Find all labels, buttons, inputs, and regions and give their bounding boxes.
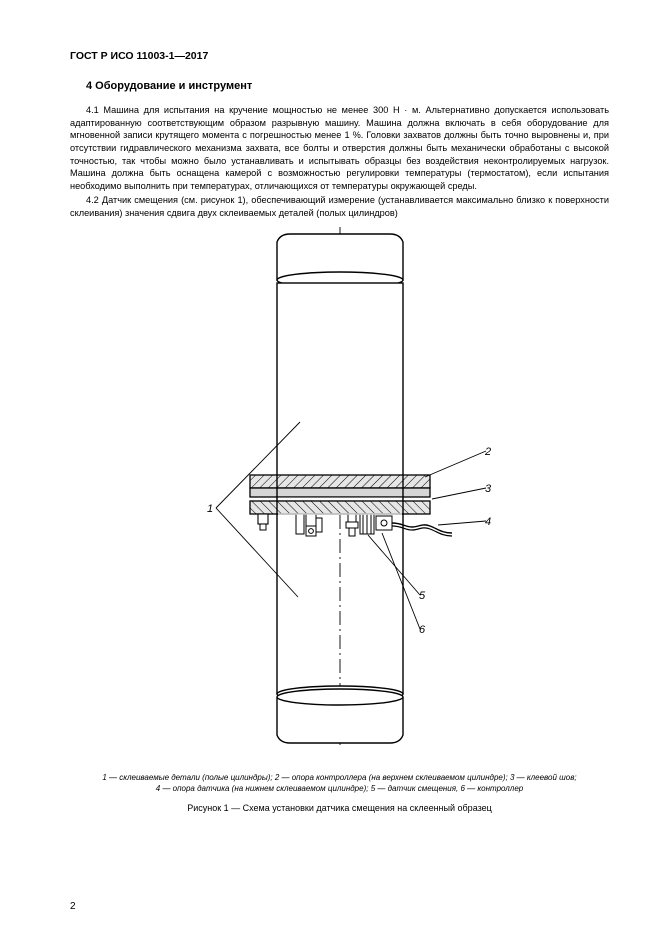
figure-caption: Рисунок 1 — Схема установки датчика смещ… xyxy=(70,803,609,813)
svg-text:5: 5 xyxy=(418,590,425,602)
document-id: ГОСТ Р ИСО 11003-1—2017 xyxy=(70,50,609,62)
page-number: 2 xyxy=(70,901,76,912)
figure-legend: 1 — склеиваемые детали (полые цилиндры);… xyxy=(70,772,609,794)
svg-text:1: 1 xyxy=(206,503,212,515)
paragraph-4-1: 4.1 Машина для испытания на кручение мощ… xyxy=(70,104,609,193)
svg-text:6: 6 xyxy=(418,624,425,636)
svg-text:3: 3 xyxy=(484,483,491,495)
paragraph-4-2: 4.2 Датчик смещения (см. рисунок 1), обе… xyxy=(70,194,609,219)
legend-line-1: 1 — склеиваемые детали (полые цилиндры);… xyxy=(102,773,576,782)
legend-line-2: 4 — опора датчика (на нижнем склеиваемом… xyxy=(156,784,523,793)
svg-text:4: 4 xyxy=(484,516,490,528)
page: ГОСТ Р ИСО 11003-1—2017 4 Оборудование и… xyxy=(0,0,661,936)
section-heading: 4 Оборудование и инструмент xyxy=(86,80,609,92)
figure-svg: 1 2 3 4 5 6 xyxy=(130,227,550,757)
figure-1: 1 2 3 4 5 6 xyxy=(70,227,609,762)
svg-text:2: 2 xyxy=(483,446,490,458)
